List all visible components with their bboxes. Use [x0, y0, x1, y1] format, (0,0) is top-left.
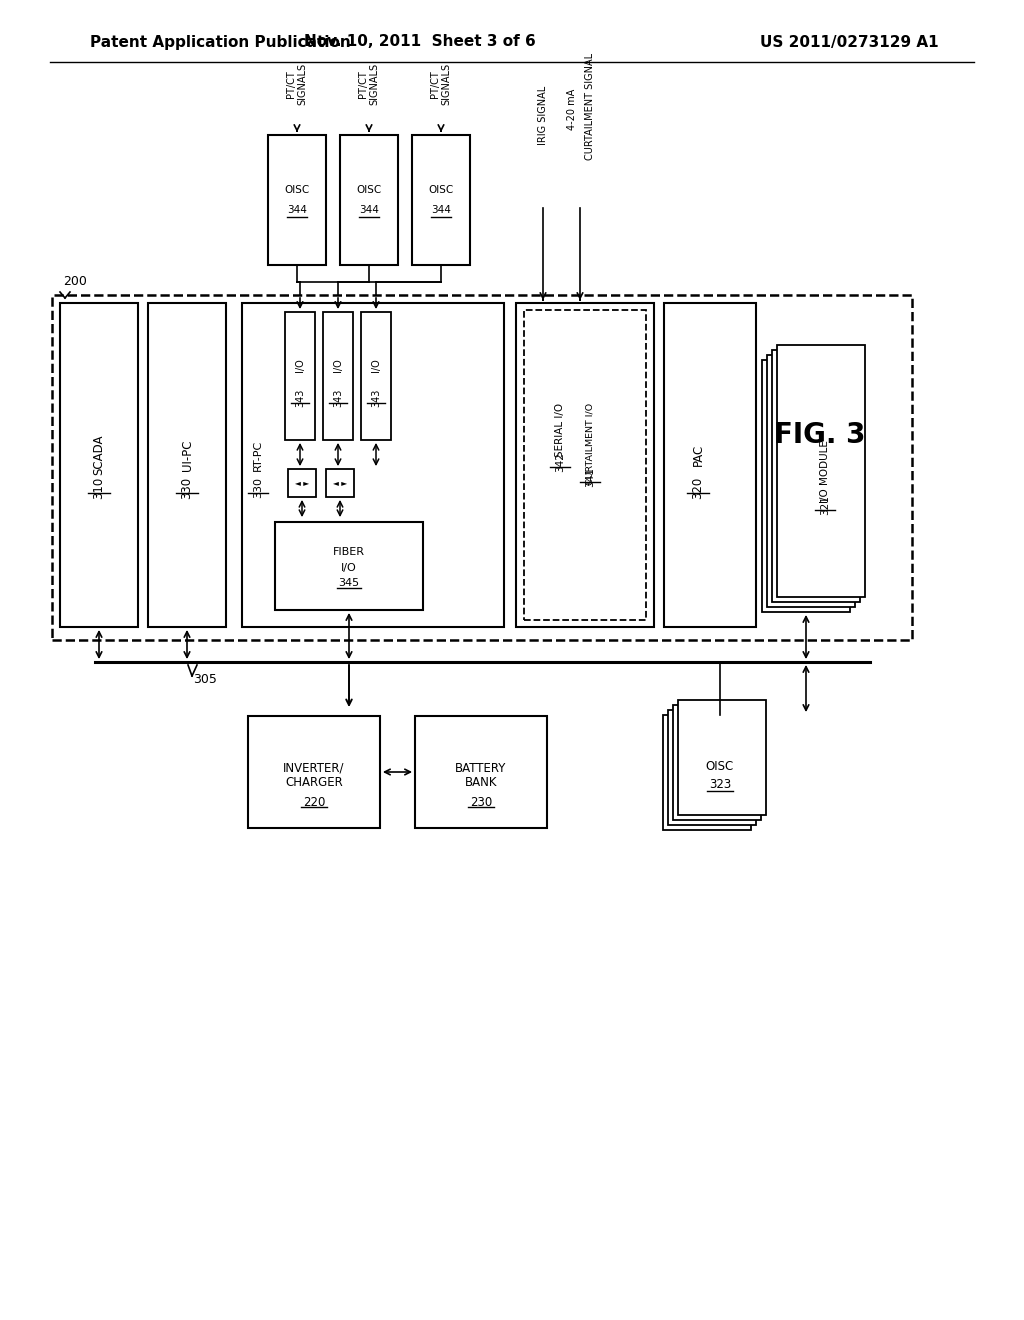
Text: 343: 343 [333, 389, 343, 407]
Text: 310: 310 [92, 477, 105, 499]
FancyBboxPatch shape [323, 312, 353, 440]
FancyBboxPatch shape [664, 304, 756, 627]
Text: Nov. 10, 2011  Sheet 3 of 6: Nov. 10, 2011 Sheet 3 of 6 [304, 34, 536, 49]
Text: PT/CT
SIGNALS: PT/CT SIGNALS [430, 63, 452, 106]
FancyBboxPatch shape [516, 304, 654, 627]
Text: 305: 305 [193, 673, 217, 686]
Text: 323: 323 [709, 779, 731, 792]
Text: Patent Application Publication: Patent Application Publication [90, 34, 351, 49]
Text: RT-PC: RT-PC [253, 440, 263, 471]
Text: PT/CT
SIGNALS: PT/CT SIGNALS [286, 63, 308, 106]
FancyBboxPatch shape [767, 355, 855, 607]
FancyBboxPatch shape [762, 360, 850, 612]
Text: IRIG SIGNAL: IRIG SIGNAL [538, 86, 548, 145]
Text: 320: 320 [691, 477, 705, 499]
Text: 344: 344 [431, 205, 451, 215]
FancyBboxPatch shape [668, 710, 756, 825]
FancyBboxPatch shape [772, 350, 860, 602]
Text: OISC: OISC [356, 185, 382, 195]
FancyBboxPatch shape [242, 304, 504, 627]
FancyBboxPatch shape [275, 521, 423, 610]
Text: PT/CT
SIGNALS: PT/CT SIGNALS [358, 63, 380, 106]
Text: 230: 230 [470, 796, 493, 808]
Text: I/O: I/O [333, 358, 343, 372]
Text: BATTERY: BATTERY [456, 762, 507, 775]
Text: SCADA: SCADA [92, 434, 105, 475]
FancyBboxPatch shape [52, 294, 912, 640]
Text: I/O: I/O [295, 358, 305, 372]
FancyBboxPatch shape [673, 705, 761, 820]
Text: OISC: OISC [285, 185, 309, 195]
Text: I/O: I/O [341, 564, 357, 573]
FancyBboxPatch shape [663, 715, 751, 830]
FancyBboxPatch shape [288, 469, 316, 498]
Text: PAC: PAC [691, 444, 705, 466]
Text: 341: 341 [585, 467, 595, 487]
FancyBboxPatch shape [524, 310, 646, 620]
FancyBboxPatch shape [415, 715, 547, 828]
Text: I/O: I/O [371, 358, 381, 372]
FancyBboxPatch shape [678, 700, 766, 814]
Text: 200: 200 [63, 275, 87, 288]
Text: 330: 330 [253, 478, 263, 499]
Text: CURTAILMENT I/O: CURTAILMENT I/O [586, 403, 595, 484]
Text: 345: 345 [339, 578, 359, 587]
FancyBboxPatch shape [777, 345, 865, 597]
Text: OISC: OISC [428, 185, 454, 195]
FancyBboxPatch shape [248, 715, 380, 828]
Text: I/O MODULE: I/O MODULE [820, 441, 830, 503]
Text: SERIAL I/O: SERIAL I/O [555, 403, 565, 457]
Text: INVERTER/: INVERTER/ [284, 762, 345, 775]
FancyBboxPatch shape [326, 469, 354, 498]
Text: BANK: BANK [465, 776, 498, 789]
FancyBboxPatch shape [60, 304, 138, 627]
Text: 4-20 mA: 4-20 mA [567, 88, 577, 129]
Text: 321: 321 [820, 495, 830, 515]
Text: US 2011/0273129 A1: US 2011/0273129 A1 [760, 34, 939, 49]
FancyBboxPatch shape [340, 135, 398, 265]
Text: 344: 344 [359, 205, 379, 215]
Text: 220: 220 [303, 796, 326, 808]
Text: CURTAILMENT SIGNAL: CURTAILMENT SIGNAL [585, 53, 595, 160]
FancyBboxPatch shape [285, 312, 315, 440]
Text: 343: 343 [295, 389, 305, 407]
Text: UI-PC: UI-PC [180, 440, 194, 471]
FancyBboxPatch shape [361, 312, 391, 440]
Text: CHARGER: CHARGER [285, 776, 343, 789]
Text: 344: 344 [287, 205, 307, 215]
Text: FIG. 3: FIG. 3 [774, 421, 865, 449]
Text: 330: 330 [180, 477, 194, 499]
FancyBboxPatch shape [412, 135, 470, 265]
Text: 342: 342 [555, 451, 565, 473]
Text: ◄ ►: ◄ ► [333, 479, 347, 487]
FancyBboxPatch shape [148, 304, 226, 627]
Text: ◄ ►: ◄ ► [295, 479, 309, 487]
Text: 343: 343 [371, 389, 381, 407]
Text: OISC: OISC [706, 760, 734, 774]
Text: FIBER: FIBER [333, 546, 365, 557]
FancyBboxPatch shape [268, 135, 326, 265]
